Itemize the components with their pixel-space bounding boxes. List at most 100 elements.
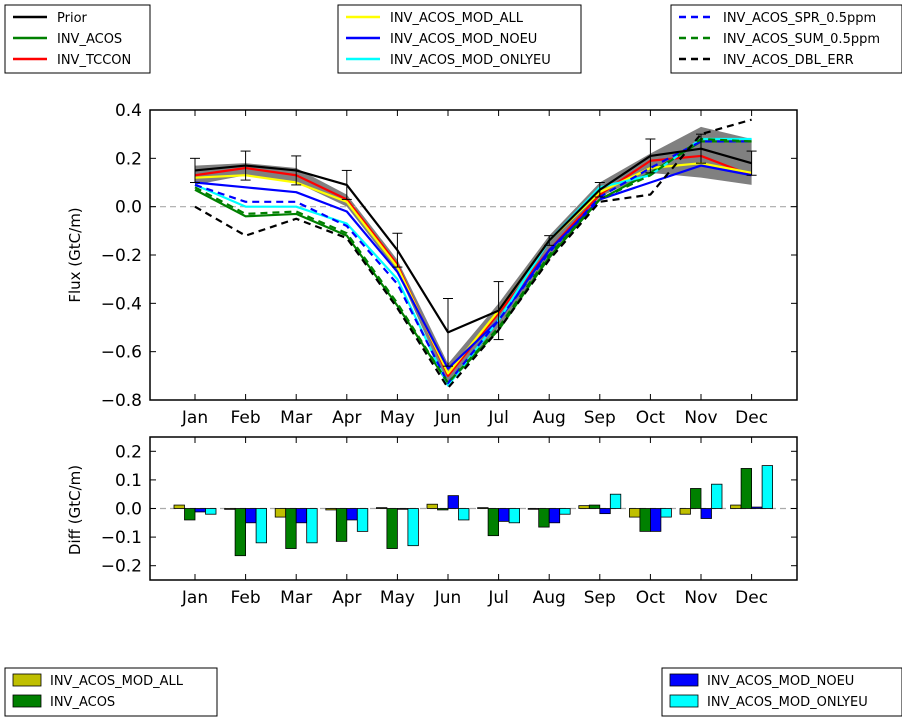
series-line-inv-acos-sum-0-5ppm	[194, 137, 752, 385]
flux-uncertainty-band	[195, 126, 752, 386]
diff-bar-inv-acos	[234, 508, 247, 557]
flux-x-tick-label: Mar	[280, 408, 312, 428]
legend-swatch-inv-acos-mod-noeu	[669, 673, 699, 687]
diff-bar-inv-acos-mod-onlyeu	[711, 483, 723, 509]
diff-x-tick-label: Jan	[181, 588, 208, 608]
flux-y-axis-label: Flux (GtC/m)	[66, 207, 84, 302]
flux-x-tick-label: Feb	[231, 408, 261, 428]
flux-x-tick-label: Oct	[636, 408, 666, 428]
diff-bar-inv-acos-mod-noeu	[548, 508, 561, 524]
legend-label: INV_ACOS	[57, 32, 122, 47]
diff-bar-inv-acos	[639, 508, 651, 532]
diff-bar-inv-acos-mod-all	[224, 508, 236, 510]
flux-x-tick-label: Jul	[487, 408, 509, 428]
diff-y-ticks: 0.2 0.1 0.0 −0.1 −0.2	[101, 442, 797, 577]
flux-y-tick-label: −0.8	[101, 391, 142, 411]
flux-uncertainty-band-layer	[195, 126, 752, 386]
series-line-prior	[194, 147, 752, 334]
diff-bar-inv-acos-mod-noeu	[295, 508, 308, 524]
legend-label: Prior	[57, 11, 88, 26]
legend-label: INV_ACOS_MOD_NOEU	[390, 32, 537, 47]
flux-line-panel: 0.4 0.2 0.0 −0.2 −0.4 −0.6 −0.8 Jan Feb Mar Apr Ma…	[66, 101, 798, 428]
diff-x-tick-label: May	[380, 588, 415, 608]
legend-top-left: Prior INV_ACOS INV_TCCON	[4, 4, 151, 74]
diff-bar-inv-acos-mod-all	[477, 507, 489, 509]
flux-x-tick-label: Apr	[332, 408, 361, 428]
diff-bar-inv-acos-mod-onlyeu	[660, 508, 672, 518]
legend-swatch-inv-acos	[12, 694, 42, 708]
series-line-inv-acos-mod-all	[194, 162, 752, 375]
diff-bar-inv-acos	[538, 508, 550, 528]
diff-x-tick-label: Nov	[684, 588, 717, 608]
flux-y-ticks: 0.4 0.2 0.0 −0.2 −0.4 −0.6 −0.8	[101, 101, 797, 411]
legend-label: INV_TCCON	[57, 53, 131, 68]
flux-y-tick-label: −0.4	[101, 294, 142, 314]
diff-bar-inv-acos	[335, 508, 348, 542]
legend-label: INV_ACOS_SPR_0.5ppm	[723, 11, 876, 26]
diff-bar-inv-acos	[588, 504, 601, 509]
diff-bar-inv-acos-mod-all	[325, 508, 337, 511]
flux-x-tick-label: May	[380, 408, 415, 428]
diff-bar-inv-acos-mod-onlyeu	[508, 508, 521, 524]
diff-bar-inv-acos-mod-all	[173, 504, 185, 509]
flux-x-tick-label: Dec	[735, 408, 768, 428]
prior-errorbar-layer	[190, 133, 757, 367]
legend-box	[661, 667, 902, 717]
diff-bar-inv-acos-mod-onlyeu	[761, 465, 773, 509]
diff-x-tick-label: Feb	[231, 588, 261, 608]
flux-series-layer	[194, 118, 752, 390]
diff-bar-inv-acos-mod-noeu	[194, 508, 206, 513]
diff-bar-inv-acos-mod-noeu	[751, 506, 763, 509]
legend-swatch-inv-acos-mod-onlyeu	[669, 694, 699, 708]
flux-x-tick-label: Nov	[684, 408, 717, 428]
diff-bar-inv-acos-mod-all	[375, 507, 388, 509]
diff-bar-inv-acos-mod-all	[527, 508, 540, 510]
diff-bar-inv-acos-mod-onlyeu	[559, 508, 571, 515]
diff-y-tick-label: 0.2	[115, 442, 142, 462]
diff-bar-inv-acos-mod-onlyeu	[306, 508, 318, 544]
diff-bar-inv-acos-mod-all	[679, 508, 691, 515]
diff-x-ticks: Jan Feb Mar Apr May Jun Jul Aug Sep Oct Nov Dec	[181, 437, 768, 608]
diff-bars-layer	[173, 465, 773, 557]
series-line-inv-acos-mod-noeu	[194, 164, 752, 370]
flux-x-tick-label: Sep	[584, 408, 616, 428]
diff-bar-inv-acos-mod-noeu	[700, 508, 712, 519]
diff-bar-inv-acos-mod-all	[426, 503, 438, 509]
diff-y-axis-label: Diff (GtC/m)	[66, 465, 84, 555]
diff-bar-inv-acos-mod-onlyeu	[255, 508, 268, 544]
diff-bar-inv-acos-mod-noeu	[447, 495, 459, 509]
diff-bar-inv-acos	[437, 508, 449, 511]
legend-label: INV_ACOS_MOD_ALL	[390, 11, 524, 26]
legend-label: INV_ACOS_MOD_NOEU	[707, 674, 854, 689]
diff-y-tick-label: 0.1	[115, 471, 142, 491]
flux-x-tick-label: Jan	[181, 408, 208, 428]
diff-x-tick-label: Apr	[332, 588, 361, 608]
series-line-inv-acos-spr-0-5ppm	[194, 140, 752, 385]
diff-bar-inv-acos	[487, 508, 500, 537]
diff-bar-inv-acos-mod-all	[274, 508, 287, 518]
flux-y-tick-label: 0.4	[115, 101, 142, 121]
diff-bar-inv-acos	[285, 508, 297, 549]
legend-label: INV_ACOS_MOD_ALL	[50, 674, 184, 689]
diff-bar-inv-acos-mod-noeu	[599, 508, 611, 515]
legend-bottom-left: INV_ACOS_MOD_ALL INV_ACOS	[4, 667, 218, 717]
diff-bar-inv-acos-mod-noeu	[346, 508, 358, 521]
diff-x-tick-label: Mar	[280, 588, 312, 608]
diff-bar-inv-acos-mod-all	[629, 508, 641, 518]
legend-label: INV_ACOS_DBL_ERR	[723, 53, 854, 68]
diff-y-tick-label: 0.0	[115, 500, 142, 520]
diff-y-tick-label: −0.2	[101, 557, 142, 577]
legend-label: INV_ACOS_MOD_ONLYEU	[390, 53, 551, 68]
flux-x-tick-label: Jun	[434, 408, 462, 428]
flux-x-ticks: Jan Feb Mar Apr May Jun Jul Aug Sep Oct Nov Dec	[181, 110, 768, 428]
legend-top-right: INV_ACOS_SPR_0.5ppm INV_ACOS_SUM_0.5ppm IN…	[670, 4, 902, 74]
diff-bar-inv-acos-mod-noeu	[650, 508, 662, 532]
diff-x-tick-label: Sep	[584, 588, 616, 608]
diff-bar-panel: 0.2 0.1 0.0 −0.1 −0.2 Jan Feb Mar Apr May Jun Jul A…	[66, 436, 798, 608]
flux-y-tick-label: 0.0	[115, 198, 142, 218]
legend-label: INV_ACOS_SUM_0.5ppm	[723, 32, 880, 47]
diff-bar-inv-acos	[386, 508, 398, 549]
diff-bar-inv-acos-mod-onlyeu	[609, 493, 622, 509]
diff-bar-inv-acos-mod-onlyeu	[407, 508, 419, 547]
